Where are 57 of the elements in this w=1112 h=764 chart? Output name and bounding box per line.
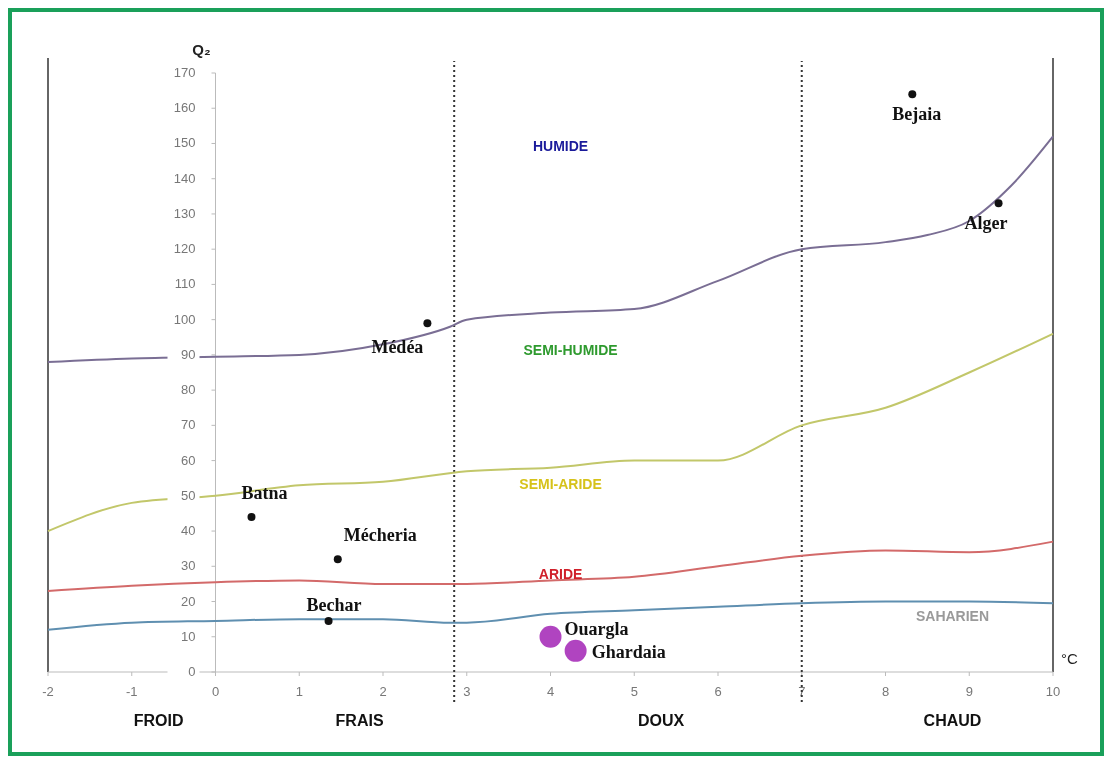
text: DOUX bbox=[637, 711, 685, 729]
series-label: Bejaia bbox=[892, 104, 942, 125]
line-series bbox=[47, 540, 1054, 592]
annotation: SEMI-ARIDE bbox=[519, 476, 602, 493]
x-tick-label: 5 bbox=[630, 684, 638, 699]
x-tick-label: 9 bbox=[965, 684, 973, 699]
text: CHAUD bbox=[923, 711, 982, 729]
x-tick-label: 0 bbox=[211, 684, 220, 699]
series-label: Alger bbox=[964, 213, 1008, 234]
point bbox=[324, 616, 333, 625]
x-tick-label: 1 bbox=[295, 684, 303, 699]
line-series bbox=[47, 135, 1054, 363]
y-tick-label: 80 bbox=[181, 382, 196, 398]
y-tick-label: 110 bbox=[174, 276, 196, 292]
x-tick-label: 2 bbox=[379, 684, 387, 699]
y-tick-label: 140 bbox=[173, 170, 196, 186]
x-tick-label: 4 bbox=[546, 684, 555, 699]
x-tick-label: 10 bbox=[1045, 684, 1061, 699]
annotation: SAHARIEN bbox=[915, 608, 990, 625]
x-axis-title: °C bbox=[1061, 650, 1078, 667]
series-label: Bechar bbox=[306, 594, 362, 615]
annotation: SEMI-HUMIDE bbox=[523, 341, 618, 358]
y-axis-title: Q₂ bbox=[192, 41, 211, 58]
x-tick-label: 6 bbox=[714, 684, 722, 699]
y-tick-label: 20 bbox=[181, 593, 196, 609]
y-tick-label: 150 bbox=[173, 135, 196, 151]
y-tick-label: 100 bbox=[173, 311, 196, 327]
x-tick-label: 3 bbox=[463, 684, 471, 699]
x-tick-label: 8 bbox=[881, 684, 890, 699]
point bbox=[994, 199, 1003, 208]
x-tick-label: -2 bbox=[42, 684, 54, 699]
y-tick-label: 60 bbox=[181, 452, 196, 468]
series-label: Mécheria bbox=[343, 525, 417, 546]
point bbox=[333, 555, 342, 564]
annotation: ARIDE bbox=[538, 566, 583, 583]
y-tick-label: 170 bbox=[173, 65, 196, 80]
y-tick-label: 130 bbox=[173, 205, 196, 221]
y-tick-label: 90 bbox=[181, 346, 196, 362]
series-label: Médéa bbox=[371, 337, 424, 358]
series-label: Ghardaia bbox=[591, 641, 666, 662]
y-tick-label: 40 bbox=[181, 523, 196, 539]
point bbox=[247, 512, 256, 521]
series-label: Batna bbox=[241, 482, 288, 503]
y-tick-label: 70 bbox=[181, 417, 196, 433]
y-tick-label: 50 bbox=[181, 487, 196, 503]
y-tick-label: 160 bbox=[173, 100, 196, 116]
x-tick-label: -1 bbox=[125, 684, 138, 699]
y-tick-label: 10 bbox=[181, 628, 196, 644]
text: FRAIS bbox=[335, 711, 384, 729]
annotation: HUMIDE bbox=[532, 137, 589, 154]
y-tick-label: 30 bbox=[181, 558, 196, 574]
point bbox=[423, 319, 432, 328]
point bbox=[908, 90, 917, 99]
series-label: Ouargla bbox=[564, 618, 629, 639]
y-tick-label: 120 bbox=[173, 241, 196, 257]
y-tick-label: 0 bbox=[188, 664, 196, 679]
text: FROID bbox=[133, 711, 184, 729]
